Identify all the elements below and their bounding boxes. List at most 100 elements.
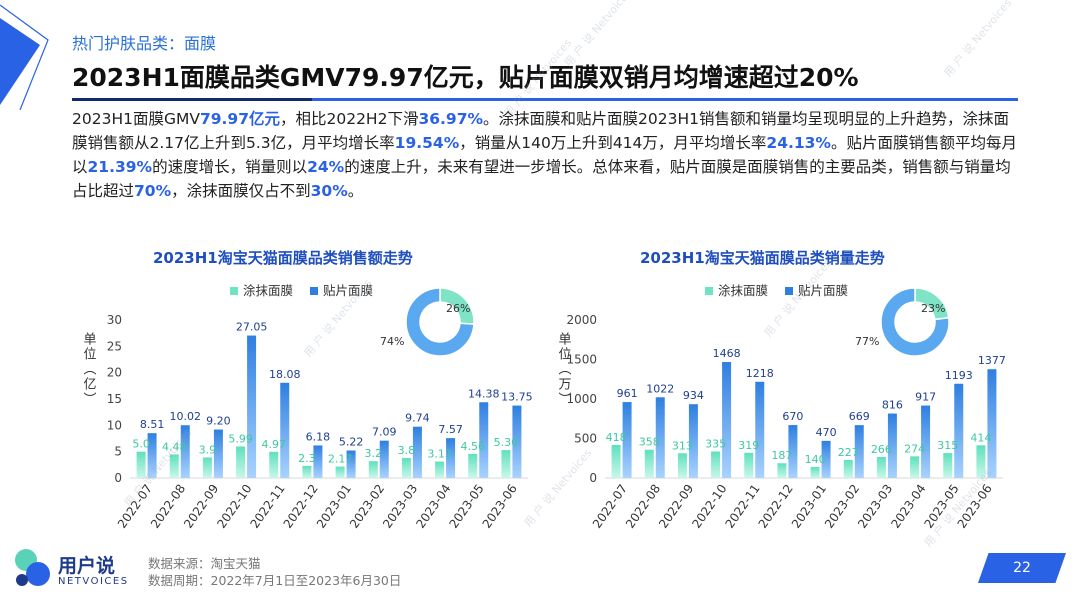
donut-label-tiepian: 77% [855, 335, 879, 348]
data-label-tiepian: 14.38 [468, 387, 500, 400]
volume-chart: 单位（万）05001000150020004189612022-07358102… [556, 283, 1006, 531]
chart-title-volume: 2023H1淘宝天猫面膜品类销量走势 [640, 249, 885, 267]
bar-tumo [711, 451, 721, 478]
y-tick-label: 1000 [566, 392, 597, 406]
legend-label-tiepian: 贴片面膜 [798, 283, 848, 298]
section-subtitle: 热门护肤品类：面膜 [72, 34, 217, 53]
bar-tiepian [412, 426, 422, 478]
bar-tiepian [346, 450, 356, 478]
summary-highlight: 24.13% [766, 134, 831, 152]
data-label-tiepian: 27.05 [236, 321, 267, 334]
summary-text: 。涂抹面膜和贴片面膜2023H1销售额和销量均呈现明显的上升趋势，涂抹面膜销售额… [72, 110, 1009, 152]
bar-tumo [401, 457, 411, 478]
bar-tiepian [313, 445, 323, 478]
bar-tiepian [213, 429, 223, 478]
data-label-tumo: 3.2 [365, 447, 383, 460]
data-label-tumo: 414 [970, 431, 991, 444]
data-label-tiepian: 9.74 [405, 412, 430, 425]
data-label-tiepian: 1193 [945, 369, 973, 382]
bar-tumo [843, 460, 853, 478]
data-label-tiepian: 7.57 [438, 423, 463, 436]
y-tick-label: 5 [114, 445, 122, 459]
bar-tiepian [446, 438, 456, 478]
donut-slice-tiepian [405, 287, 475, 357]
data-label-tumo: 266 [871, 443, 892, 456]
summary-highlight: 30% [310, 182, 348, 200]
bar-tumo [335, 466, 345, 478]
summary-text: 2023H1面膜GMV [72, 110, 200, 128]
bar-tumo [976, 445, 986, 478]
bar-tumo [777, 463, 787, 478]
bar-tiepian [921, 405, 931, 478]
data-label-tumo: 418 [606, 431, 627, 444]
page-number: 22 [1013, 560, 1031, 576]
bar-tumo [501, 450, 511, 478]
bar-tumo [468, 453, 478, 478]
corner-decoration [0, 4, 49, 110]
sales-chart: 单位（亿）0510152025305.08.512022-074.4810.02… [81, 283, 533, 531]
summary-highlight: 36.97% [418, 110, 484, 128]
bar-tiepian [655, 397, 665, 478]
data-label-tumo: 319 [738, 439, 759, 452]
data-label-tumo: 315 [937, 439, 958, 452]
legend-label-tiepian: 贴片面膜 [323, 283, 373, 298]
bar-tumo [302, 465, 312, 478]
donut-label-tiepian: 74% [380, 335, 404, 348]
y-tick-label: 10 [107, 418, 122, 432]
donut-slice-tiepian [880, 287, 950, 357]
bar-tiepian [722, 362, 732, 478]
bar-tiepian [147, 433, 157, 478]
data-label-tiepian: 10.02 [170, 410, 202, 423]
bar-tiepian [280, 382, 290, 478]
bar-tumo [644, 449, 654, 478]
data-label-tumo: 3.9 [199, 443, 217, 456]
data-label-tiepian: 1218 [746, 367, 774, 380]
data-label-tumo: 227 [838, 446, 859, 459]
data-label-tumo: 2.3 [298, 452, 316, 465]
brand-name: 用户说 [58, 555, 116, 577]
data-label-tiepian: 669 [849, 410, 870, 423]
bar-tumo [136, 451, 146, 478]
data-label-tiepian: 670 [782, 410, 803, 423]
data-label-tumo: 313 [672, 439, 693, 452]
data-label-tiepian: 470 [816, 426, 837, 439]
bar-tumo [269, 451, 279, 478]
summary-highlight: 21.39% [87, 158, 153, 176]
page-title: 2023H1面膜品类GMV79.97亿元，贴片面膜双销月均增速超过20% [72, 63, 859, 92]
data-label-tiepian: 6.18 [306, 430, 331, 443]
bar-tiepian [987, 369, 997, 478]
data-label-tumo: 5.99 [228, 432, 253, 445]
bar-tiepian [379, 440, 389, 478]
data-label-tumo: 3.8 [398, 444, 416, 457]
data-label-tiepian: 961 [617, 387, 638, 400]
data-label-tumo: 3.13 [427, 448, 452, 461]
bar-tumo [744, 452, 754, 478]
y-tick-label: 0 [589, 471, 597, 485]
legend-label-tumo: 涂抹面膜 [243, 283, 293, 298]
data-label-tiepian: 7.09 [372, 426, 397, 439]
bar-tumo [910, 456, 920, 478]
bar-tiepian [887, 413, 897, 478]
summary-highlight: 70% [134, 182, 172, 200]
brand-logo-icon [15, 549, 50, 586]
bar-tiepian [479, 402, 489, 478]
data-label-tumo: 4.56 [461, 440, 486, 453]
y-axis-label: 单位（亿） [81, 332, 97, 407]
data-label-tiepian: 9.20 [206, 415, 231, 428]
summary-highlight: 19.54% [394, 134, 460, 152]
data-label-tumo: 2.17 [328, 453, 353, 466]
bar-tumo [943, 453, 953, 478]
data-label-tiepian: 917 [915, 391, 936, 404]
bar-tiepian [788, 425, 798, 478]
bar-tiepian [512, 405, 522, 478]
y-tick-label: 25 [107, 339, 122, 353]
bar-tumo [810, 466, 820, 478]
legend-swatch-tiepian [310, 287, 318, 295]
summary-text: 。 [347, 182, 364, 200]
summary-text: 。贴片面膜销售额平均每月以 [72, 134, 1017, 176]
bar-tiepian [954, 383, 964, 478]
donut-label-tumo: 23% [921, 302, 945, 315]
data-label-tumo: 140 [805, 453, 826, 466]
bar-tumo [435, 461, 445, 478]
title-underline-accent [72, 98, 312, 101]
